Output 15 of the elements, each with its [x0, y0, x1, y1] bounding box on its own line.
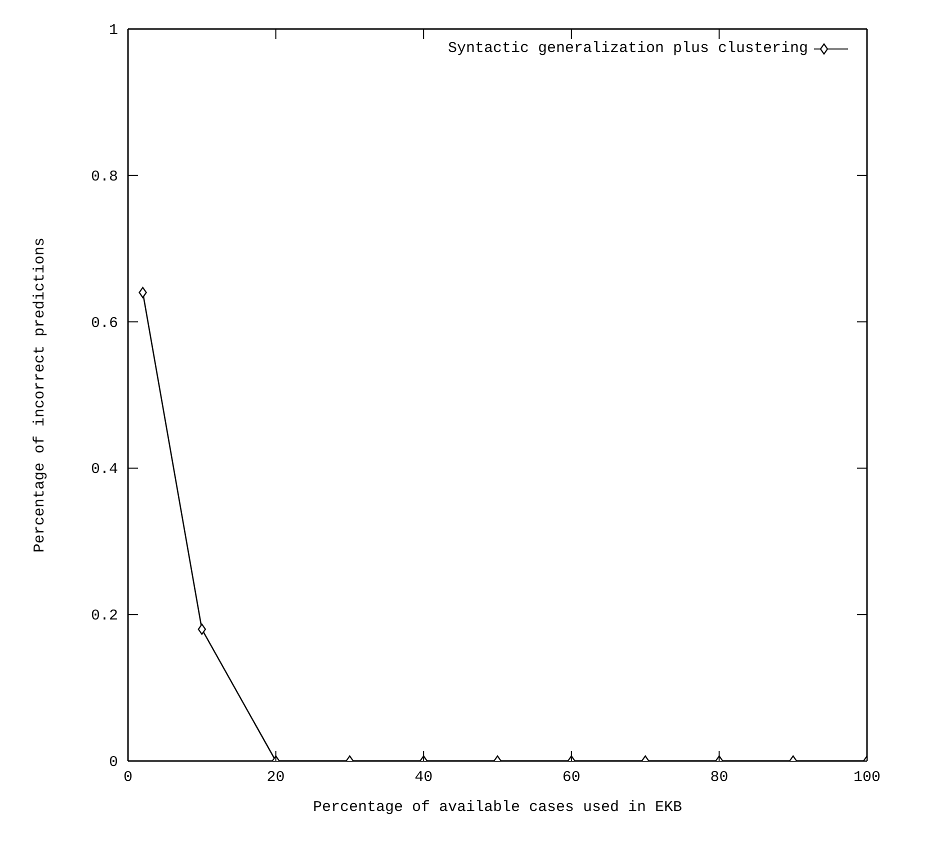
y-tick-label: 0.2: [90, 608, 118, 625]
x-tick-label: 40: [414, 769, 433, 786]
legend-label: Syntactic generalization plus clustering: [448, 40, 808, 57]
y-tick-label: 1: [108, 22, 118, 39]
y-tick-label: 0.8: [90, 168, 118, 186]
x-axis-title: Percentage of available cases used in EKB: [312, 799, 682, 816]
x-tick-label: 20: [266, 769, 285, 786]
x-tick-label: 60: [562, 769, 580, 786]
x-tick-label: 80: [710, 769, 728, 786]
y-axis-title: Percentage of incorrect predictions: [31, 237, 48, 553]
y-tick-label: 0: [108, 754, 118, 771]
x-tick-label: 0: [123, 769, 133, 786]
x-tick-label: 100: [853, 769, 881, 786]
y-tick-label: 0.6: [90, 314, 118, 332]
y-tick-label: 0.4: [90, 461, 118, 478]
